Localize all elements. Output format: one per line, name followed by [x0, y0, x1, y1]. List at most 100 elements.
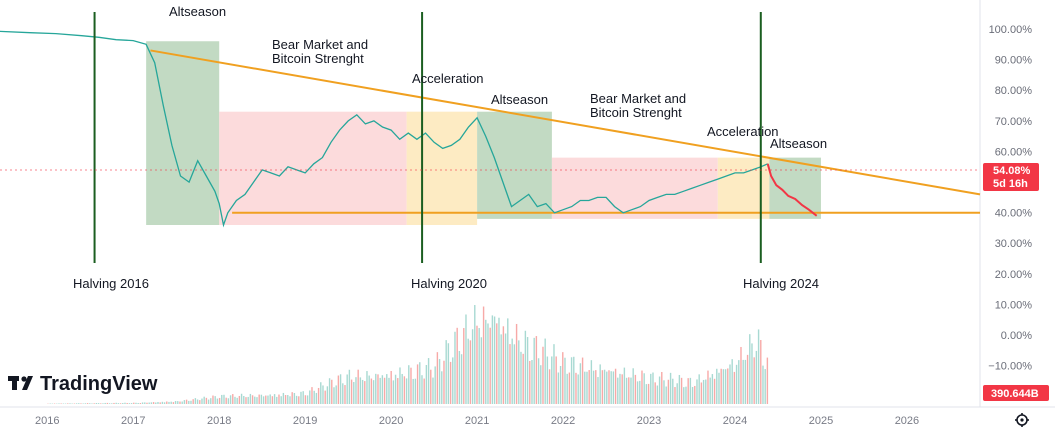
brand-name: TradingView	[40, 373, 158, 395]
volume-bar	[691, 386, 694, 404]
volume-bar	[564, 357, 566, 404]
volume-bar	[157, 402, 159, 404]
y-tick-label: 0.00%	[1001, 330, 1032, 342]
volume-bar	[658, 376, 661, 404]
volume-bar	[700, 382, 703, 404]
volume-bar	[474, 305, 476, 404]
volume-bar	[75, 403, 78, 404]
volume-bar	[617, 377, 619, 404]
volume-bar	[641, 370, 643, 404]
volume-bar	[350, 379, 353, 404]
volume-bar	[643, 373, 645, 404]
volume-bar	[566, 373, 568, 404]
volume-bar	[346, 374, 348, 404]
zone-altseason-6	[769, 157, 821, 219]
volume-bar	[636, 381, 639, 404]
volume-value-tag: 390.644B	[983, 385, 1049, 401]
volume-bar	[315, 392, 318, 404]
y-tick-label: 100.00%	[989, 24, 1033, 36]
volume-bar	[476, 325, 478, 404]
y-tick-label: 20.00%	[995, 269, 1033, 281]
volume-bar	[562, 352, 564, 404]
zone-altseason-0	[146, 41, 220, 225]
volume-bar	[194, 398, 197, 404]
volume-bar	[58, 403, 60, 404]
volume-bar	[218, 397, 221, 404]
volume-bar	[746, 354, 749, 404]
volume-bar	[586, 371, 588, 404]
volume-bar	[427, 358, 430, 404]
volume-bar	[456, 327, 458, 404]
volume-bar	[645, 384, 648, 404]
volume-bar	[313, 390, 315, 404]
volume-bar	[163, 402, 166, 404]
volume-bar	[192, 399, 194, 404]
volume-bar	[370, 378, 373, 404]
volume-bar	[214, 396, 216, 404]
volume-bar	[546, 356, 549, 404]
volume-bar	[614, 368, 617, 404]
halving-label-2: Halving 2024	[743, 276, 819, 291]
volume-bar	[100, 403, 102, 404]
halving-label-0: Halving 2016	[73, 276, 149, 291]
volume-bar	[166, 401, 168, 404]
projection-line	[766, 163, 818, 217]
volume-bar	[694, 385, 696, 404]
volume-bar	[650, 373, 652, 404]
volume-bar	[531, 360, 533, 404]
volume-bar	[513, 344, 516, 404]
volume-bar	[738, 360, 740, 404]
volume-bar	[67, 403, 69, 404]
volume-bar	[394, 374, 397, 404]
x-axis-ticks: 2016 2017 2018 2019 2020 2021 2022 2023 2024 2025…	[35, 415, 919, 427]
volume-bar	[544, 338, 546, 404]
volume-bar	[577, 374, 579, 404]
volume-bar	[401, 373, 403, 404]
volume-bar	[287, 395, 289, 404]
y-tick-label: 60.00%	[995, 146, 1033, 158]
volume-bar	[278, 394, 280, 404]
volume-bar	[300, 391, 302, 404]
volume-bar	[229, 395, 232, 404]
volume-bar	[342, 383, 344, 404]
volume-bar	[764, 369, 766, 404]
volume-bar	[485, 319, 487, 404]
volume-bar	[416, 364, 419, 404]
volume-bar	[443, 360, 445, 404]
volume-bar	[324, 390, 326, 404]
annotation-6: Altseason	[770, 136, 827, 151]
volume-bar	[669, 372, 672, 404]
volume-bar	[667, 379, 670, 404]
volume-bar	[102, 403, 104, 404]
volume-bar	[311, 387, 313, 404]
volume-bar	[355, 377, 357, 404]
volume-bar	[375, 373, 377, 404]
volume-bar	[221, 394, 223, 404]
volume-bar	[84, 403, 87, 404]
halving-markers: Halving 2016 Halving 2020 Halving 2024	[73, 12, 819, 291]
annotation-5: Acceleration	[707, 124, 779, 139]
volume-bar	[333, 387, 335, 404]
volume-bar	[515, 323, 518, 404]
settings-gear-icon[interactable]	[1015, 413, 1029, 427]
volume-bar	[612, 371, 615, 404]
annotation-0: Altseason	[169, 4, 226, 19]
volume-bar	[210, 398, 212, 404]
volume-bar	[265, 395, 267, 404]
volume-bar	[223, 394, 225, 404]
volume-bar	[280, 396, 282, 404]
volume-bar	[568, 372, 571, 404]
volume-bar	[161, 401, 164, 404]
volume-bar	[606, 371, 608, 404]
volume-bar	[144, 402, 146, 404]
volume-bar	[731, 359, 733, 404]
volume-bar	[522, 353, 524, 404]
y-tick-label: 90.00%	[995, 55, 1033, 67]
volume-bar	[480, 337, 483, 404]
volume-bar	[414, 378, 417, 404]
volume-bar	[190, 400, 192, 404]
volume-bar	[702, 379, 705, 404]
volume-bar	[234, 396, 236, 404]
volume-bar	[141, 402, 144, 404]
